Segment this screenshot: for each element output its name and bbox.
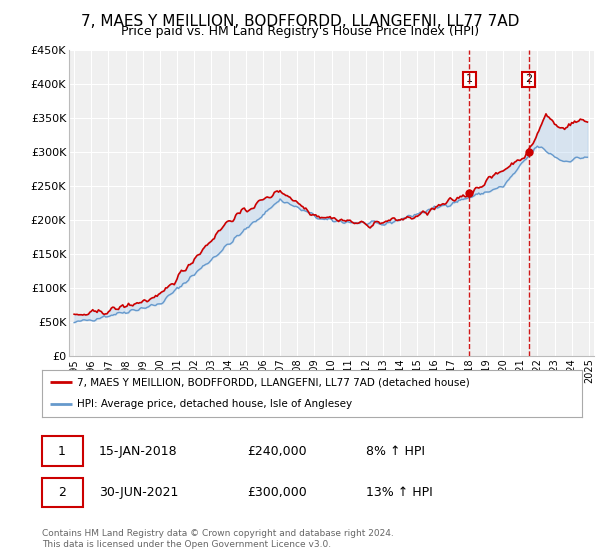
Text: 7, MAES Y MEILLION, BODFFORDD, LLANGEFNI, LL77 7AD (detached house): 7, MAES Y MEILLION, BODFFORDD, LLANGEFNI… bbox=[77, 377, 470, 388]
Text: HPI: Average price, detached house, Isle of Anglesey: HPI: Average price, detached house, Isle… bbox=[77, 399, 352, 409]
Text: £240,000: £240,000 bbox=[247, 445, 307, 458]
Text: 13% ↑ HPI: 13% ↑ HPI bbox=[366, 486, 433, 499]
Text: £300,000: £300,000 bbox=[247, 486, 307, 499]
Text: 8% ↑ HPI: 8% ↑ HPI bbox=[366, 445, 425, 458]
Text: 1: 1 bbox=[466, 74, 473, 85]
Text: 7, MAES Y MEILLION, BODFFORDD, LLANGEFNI, LL77 7AD: 7, MAES Y MEILLION, BODFFORDD, LLANGEFNI… bbox=[81, 14, 519, 29]
Text: Price paid vs. HM Land Registry's House Price Index (HPI): Price paid vs. HM Land Registry's House … bbox=[121, 25, 479, 38]
Text: 30-JUN-2021: 30-JUN-2021 bbox=[98, 486, 178, 499]
FancyBboxPatch shape bbox=[42, 478, 83, 507]
Text: 2: 2 bbox=[58, 486, 66, 499]
FancyBboxPatch shape bbox=[42, 436, 83, 466]
Text: Contains HM Land Registry data © Crown copyright and database right 2024.
This d: Contains HM Land Registry data © Crown c… bbox=[42, 529, 394, 549]
Text: 15-JAN-2018: 15-JAN-2018 bbox=[98, 445, 178, 458]
Text: 1: 1 bbox=[58, 445, 66, 458]
Text: 2: 2 bbox=[525, 74, 532, 85]
